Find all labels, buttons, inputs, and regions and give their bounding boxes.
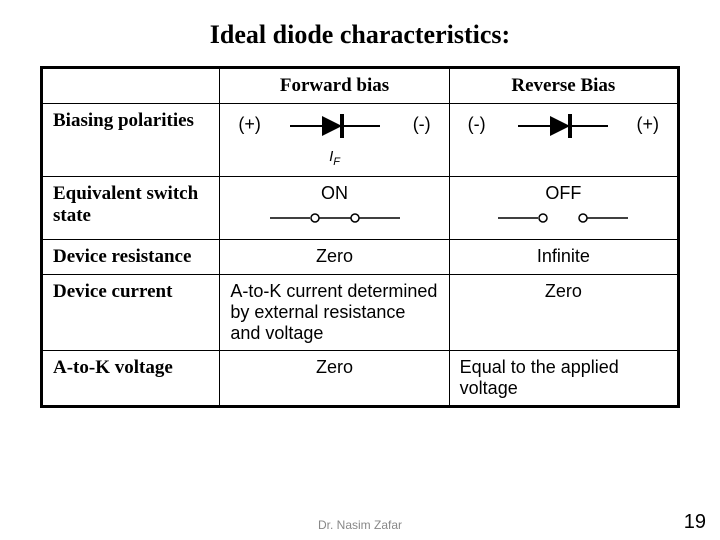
cell-resistance-fwd: Zero bbox=[220, 240, 449, 275]
if-label: IF bbox=[329, 148, 340, 168]
diode-icon-rev bbox=[518, 112, 608, 140]
cell-polarities-rev: (-) (+) bbox=[449, 104, 678, 177]
cell-current-fwd: A-to-K current determined by external re… bbox=[220, 275, 449, 351]
fwd-pol-right: (-) bbox=[413, 114, 431, 135]
switch-open-icon bbox=[498, 208, 628, 228]
switch-rev-text: OFF bbox=[460, 183, 667, 204]
cell-resistance-rev: Infinite bbox=[449, 240, 678, 275]
row-polarities: Biasing polarities (+) (-) IF (-) bbox=[42, 104, 679, 177]
label-switch: Equivalent switch state bbox=[42, 177, 220, 240]
row-current: Device current A-to-K current determined… bbox=[42, 275, 679, 351]
page-number: 19 bbox=[684, 511, 706, 534]
rev-pol-left: (-) bbox=[468, 114, 486, 135]
cell-switch-fwd: ON bbox=[220, 177, 449, 240]
row-switch: Equivalent switch state ON OFF bbox=[42, 177, 679, 240]
characteristics-table: Forward bias Reverse Bias Biasing polari… bbox=[40, 66, 680, 408]
label-polarities: Biasing polarities bbox=[42, 104, 220, 177]
footer-author: Dr. Nasim Zafar bbox=[0, 518, 720, 532]
cell-voltage-rev: Equal to the applied voltage bbox=[449, 351, 678, 407]
cell-switch-rev: OFF bbox=[449, 177, 678, 240]
diode-icon-fwd bbox=[290, 112, 380, 140]
label-resistance: Device resistance bbox=[42, 240, 220, 275]
fwd-pol-left: (+) bbox=[238, 114, 261, 135]
label-current: Device current bbox=[42, 275, 220, 351]
cell-voltage-fwd: Zero bbox=[220, 351, 449, 407]
header-reverse: Reverse Bias bbox=[449, 68, 678, 104]
slide-title: Ideal diode characteristics: bbox=[40, 20, 680, 50]
cell-current-rev: Zero bbox=[449, 275, 678, 351]
table-header-row: Forward bias Reverse Bias bbox=[42, 68, 679, 104]
cell-polarities-fwd: (+) (-) IF bbox=[220, 104, 449, 177]
header-blank bbox=[42, 68, 220, 104]
rev-pol-right: (+) bbox=[637, 114, 660, 135]
header-forward: Forward bias bbox=[220, 68, 449, 104]
switch-fwd-text: ON bbox=[230, 183, 438, 204]
row-voltage: A-to-K voltage Zero Equal to the applied… bbox=[42, 351, 679, 407]
row-resistance: Device resistance Zero Infinite bbox=[42, 240, 679, 275]
switch-closed-icon bbox=[270, 208, 400, 228]
label-voltage: A-to-K voltage bbox=[42, 351, 220, 407]
